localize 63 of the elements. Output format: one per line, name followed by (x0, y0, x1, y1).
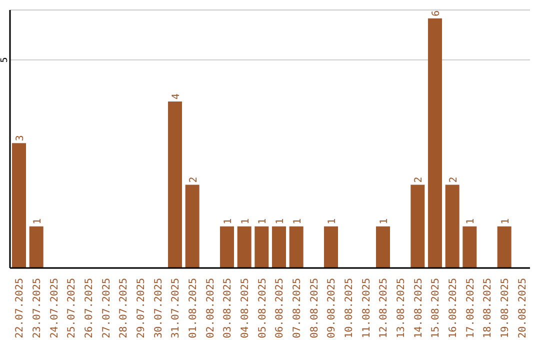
y-tick-label: 5 (0, 57, 10, 63)
data-label: 1 (379, 218, 390, 224)
bar (497, 226, 512, 268)
x-tick-label: 01.08.2025 (188, 278, 199, 338)
x-tick-label: 16.08.2025 (448, 278, 459, 338)
data-label: 3 (15, 135, 26, 142)
x-tick-label: 19.08.2025 (500, 278, 511, 338)
bar (428, 18, 442, 268)
bar (168, 102, 182, 268)
x-tick-label: 13.08.2025 (396, 278, 407, 338)
x-tick-label: 02.08.2025 (205, 278, 216, 338)
x-tick-label: 22.07.2025 (14, 278, 26, 338)
data-label: 1 (258, 218, 269, 224)
x-tick-label: 26.07.2025 (84, 278, 95, 338)
x-tick-label: 27.07.2025 (101, 278, 112, 338)
data-label: 1 (466, 218, 477, 224)
x-tick-label: 12.08.2025 (378, 278, 390, 338)
data-label: 1 (240, 218, 252, 224)
data-label: 1 (32, 218, 44, 224)
x-tick-label: 05.08.2025 (257, 278, 268, 338)
data-label: 1 (275, 218, 286, 224)
bar (324, 226, 338, 268)
x-tick-label: 30.07.2025 (153, 278, 164, 338)
x-tick-label: 10.08.2025 (344, 278, 355, 338)
x-tick-label: 11.08.2025 (361, 278, 372, 338)
bar (185, 184, 200, 268)
bar (410, 184, 425, 268)
x-tick-label: 28.07.2025 (118, 278, 130, 338)
bar (237, 226, 252, 268)
x-tick-label: 23.07.2025 (32, 278, 43, 338)
x-tick-label: 07.08.2025 (292, 278, 303, 338)
bar (254, 226, 269, 268)
bar (445, 184, 460, 268)
x-tick-label: 06.08.2025 (274, 278, 286, 338)
bar (29, 226, 44, 268)
data-label: 2 (188, 176, 200, 183)
bar (220, 226, 234, 268)
x-tick-label: 14.08.2025 (413, 278, 424, 338)
x-tick-label: 20.08.2025 (517, 278, 528, 338)
data-label: 2 (414, 176, 425, 183)
bar (12, 143, 26, 268)
x-tick-label: 18.08.2025 (482, 278, 494, 338)
data-label: 6 (431, 10, 442, 16)
data-label: 1 (292, 218, 304, 224)
data-label: 1 (500, 218, 512, 224)
x-tick-label: 29.07.2025 (136, 278, 147, 338)
data-label: 2 (448, 176, 460, 183)
data-label: 4 (171, 94, 182, 100)
x-tick-label: 03.08.2025 (222, 278, 234, 338)
bar (272, 226, 286, 268)
data-label: 1 (327, 218, 338, 224)
x-tick-label: 17.08.2025 (465, 278, 476, 338)
x-tick-label: 24.07.2025 (49, 278, 60, 338)
x-tick-label: 15.08.2025 (430, 278, 442, 338)
x-tick-label: 08.08.2025 (309, 278, 320, 338)
x-tick-label: 04.08.2025 (240, 278, 251, 338)
bar (376, 226, 390, 268)
bar (462, 226, 477, 268)
x-tick-label: 09.08.2025 (326, 278, 338, 338)
bar (289, 226, 304, 268)
x-tick-label: 31.07.2025 (170, 278, 182, 338)
data-label: 1 (223, 218, 234, 224)
x-tick-label: 25.07.2025 (66, 278, 78, 338)
